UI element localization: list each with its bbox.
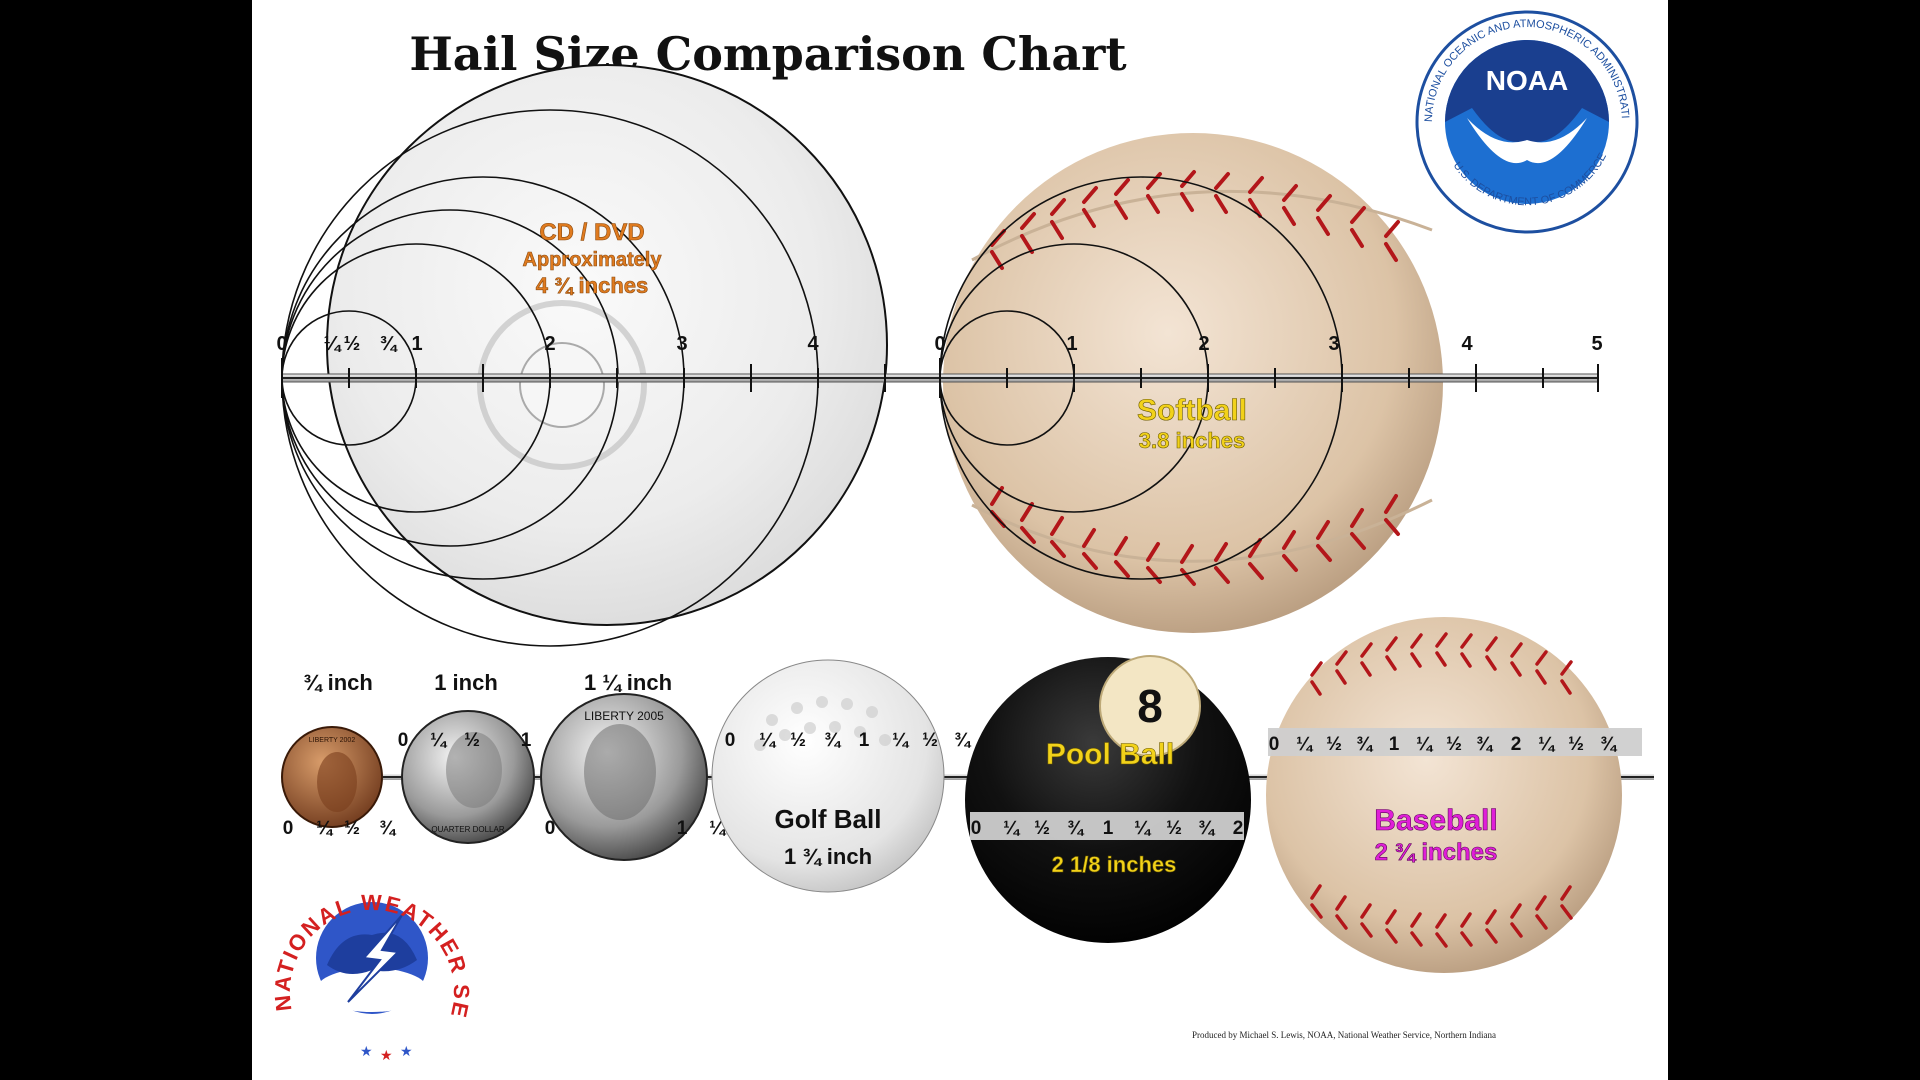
half-dollar-ruler-label: 1 [677,818,688,839]
baseball-ruler-label: 0 [1269,734,1280,755]
hail-chart-artwork: Hail Size Comparison Chart CD / DVD Appr [252,0,1654,1064]
golf-ball [711,659,945,893]
chart-title: Hail Size Comparison Chart [409,27,1127,81]
baseball-ruler-label: ¾ [1476,734,1494,755]
pool-ruler-label: ¼ [1134,818,1152,839]
noaa-center-text: NOAA [1486,65,1568,96]
pool-ruler-label: ½ [1034,818,1050,839]
half-dollar-size-label: 1 ¼ inch [584,670,672,695]
baseball-name: Baseball [1374,804,1497,837]
baseball-ruler-band [1268,728,1642,756]
golf-ruler-label: ½ [790,730,806,751]
top-ruler-left-label: 3 [676,333,687,355]
top-ruler-left-label: 1 [411,333,422,355]
baseball-ruler-label: ¼ [1538,734,1556,755]
quarter-ruler-label: 1 [521,730,532,751]
golf-ball-name: Golf Ball [775,804,882,834]
penny-ruler-label: ½ [344,818,360,839]
top-ruler-right-label: 2 [1198,333,1209,355]
cd-size-label: 4 ¾ inches [536,273,649,298]
pool-ball-number: 8 [1137,680,1163,732]
penny-coin-text: LIBERTY 2002 [309,737,356,744]
pool-ruler-label: 2 [1233,818,1244,839]
golf-ruler-label: 0 [725,730,736,751]
golf-ruler-label: ¼ [892,730,910,751]
top-ruler-left-label: 2 [544,333,555,355]
softball [943,133,1443,633]
golf-ruler-label: ¾ [954,730,972,751]
credit-text: Produced by Michael S. Lewis, NOAA, Nati… [1192,1030,1496,1040]
cd-approx-label: Approximately [523,249,663,271]
baseball-ruler-label: ½ [1326,734,1342,755]
baseball-ruler-label: ½ [1568,734,1584,755]
half-dollar-coin-text: LIBERTY 2005 [584,709,664,723]
baseball-ruler-label: ¾ [1600,734,1618,755]
golf-ruler-label: ¾ [824,730,842,751]
golf-ruler-label: 1 [859,730,870,751]
penny-ruler-label: ¾ [379,818,397,839]
baseball-stitches [1310,632,1573,948]
top-ruler-left-label: ¾ [380,333,399,355]
top-ruler-left-label: 0 [276,333,287,355]
top-ruler: 0 ¼ ½ ¾ 1 2 3 4 0 1 2 3 4 5 [276,333,1603,398]
half-dollar-ruler-label: 0 [545,818,556,839]
top-ruler-right-label: 5 [1591,333,1602,355]
pool-ball-size-label: 2 1/8 inches [1052,852,1177,877]
penny-size-label: ¾ inch [303,670,373,695]
hail-chart-poster: Hail Size Comparison Chart CD / DVD Appr [252,0,1668,1080]
half-dollar: LIBERTY 2005 [540,693,708,861]
top-ruler-right-label: 0 [934,333,945,355]
pool-ruler-band [970,812,1244,840]
top-ruler-right-label: 1 [1066,333,1077,355]
cd-name: CD / DVD [539,219,644,246]
penny: LIBERTY 2002 [281,726,383,828]
quarter-size-label: 1 inch [434,670,498,695]
golf-ruler-label: ½ [922,730,938,751]
penny-ruler-label: 0 [283,818,294,839]
baseball-size-label: 2 ¾ inches [1375,839,1498,866]
cd-dvd [326,64,888,626]
golf-ruler-label: ¼ [759,730,777,751]
golf-ball-size-label: 1 ¾ inch [784,844,872,869]
top-ruler-left-label: ½ [344,333,361,355]
quarter-ruler-label: ¼ [430,730,448,751]
quarter-ruler-label: ½ [464,730,480,751]
pool-ball-name: Pool Ball [1046,738,1174,771]
penny-ruler-label: ¼ [316,818,334,839]
pool-ruler-label: 1 [1103,818,1114,839]
baseball-ruler-label: ¾ [1356,734,1374,755]
top-ruler-right-label: 3 [1328,333,1339,355]
quarter: QUARTER DOLLAR [401,710,535,844]
star-icon: ★ [380,1048,393,1064]
star-icon: ★ [360,1044,373,1060]
star-icon: ★ [400,1044,413,1060]
baseball-ruler-label: 2 [1511,734,1522,755]
top-ruler-left-label: 4 [807,333,819,355]
lightning-bolt-icon [347,914,403,1003]
softball-stitches [990,170,1400,586]
quarter-coin-text: QUARTER DOLLAR [431,825,504,834]
softball-name: Softball [1137,394,1247,427]
quarter-ruler-label: 0 [398,730,409,751]
baseball-ruler-label: ¼ [1296,734,1314,755]
baseball-ruler-label: ½ [1446,734,1462,755]
pool-ball: 8 [965,655,1251,943]
pool-ruler-label: ¾ [1198,818,1216,839]
pool-ruler-label: ¼ [1003,818,1021,839]
softball-size-label: 3.8 inches [1139,428,1245,453]
top-ruler-right-label: 4 [1461,333,1473,355]
baseball-ruler-label: 1 [1389,734,1400,755]
pool-ruler-label: ¾ [1067,818,1085,839]
baseball [1266,617,1622,973]
pool-ruler-label: 0 [971,818,982,839]
pool-ruler-label: ½ [1166,818,1182,839]
baseball-ruler-label: ¼ [1416,734,1434,755]
top-ruler-left-label: ¼ [324,333,343,355]
